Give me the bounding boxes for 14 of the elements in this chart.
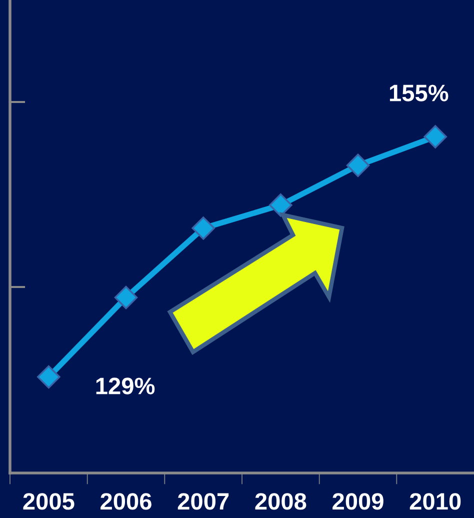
point	[114, 286, 138, 310]
x-tick-label: 2006	[100, 493, 152, 510]
x-tick-label: 2009	[332, 493, 384, 510]
x-tick-label: 2010	[410, 493, 461, 510]
point	[346, 154, 370, 178]
point	[269, 193, 292, 217]
point	[37, 365, 60, 389]
data-label: 129%	[96, 378, 155, 394]
x-tick-label: 2005	[23, 493, 74, 510]
data-label: 155%	[390, 84, 448, 102]
x-tick-label: 2008	[255, 493, 306, 510]
point	[192, 216, 215, 240]
x-tick-label: 2007	[178, 493, 229, 510]
point	[424, 125, 447, 148]
